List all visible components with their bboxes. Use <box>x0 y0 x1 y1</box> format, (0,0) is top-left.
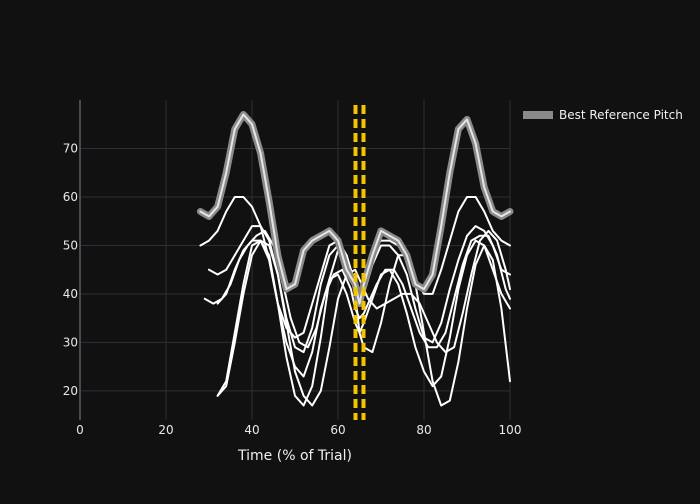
trial-pitch-line <box>216 239 511 407</box>
tick-labels: 0 20 40 60 80 100 20 30 40 50 60 70 <box>63 141 522 437</box>
y-tick-label: 60 <box>63 190 78 204</box>
legend[interactable]: Best Reference Pitch <box>523 108 683 122</box>
x-tick-label: 20 <box>158 423 173 437</box>
trial-pitch-line <box>203 229 511 349</box>
x-tick-label: 60 <box>330 423 345 437</box>
y-tick-label: 20 <box>63 384 78 398</box>
grid <box>80 100 511 420</box>
x-tick-label: 80 <box>416 423 431 437</box>
y-tick-label: 30 <box>63 335 78 349</box>
legend-item[interactable]: Best Reference Pitch <box>523 108 683 122</box>
y-tick-label: 40 <box>63 287 78 301</box>
trial-pitch-line <box>216 239 511 388</box>
x-tick-label: 40 <box>244 423 259 437</box>
x-axis-title: Time (% of Trial) <box>237 448 352 464</box>
vertical-marker-group <box>353 105 366 420</box>
x-tick-label: 100 <box>499 423 522 437</box>
legend-label: Best Reference Pitch <box>559 108 683 122</box>
x-tick-label: 0 <box>76 423 84 437</box>
y-tick-label: 70 <box>63 141 78 155</box>
legend-swatch <box>523 111 553 119</box>
y-tick-label: 50 <box>63 238 78 252</box>
